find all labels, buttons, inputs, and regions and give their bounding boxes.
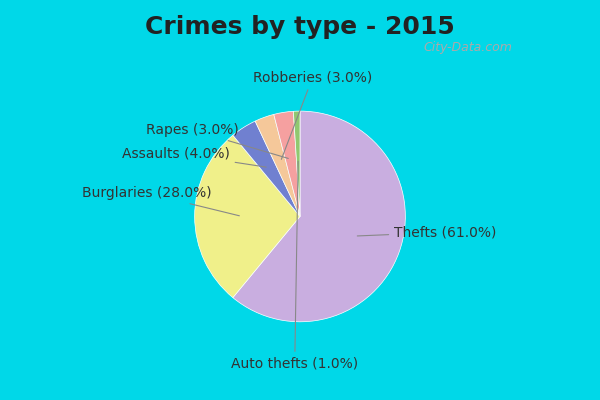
- Text: Assaults (4.0%): Assaults (4.0%): [122, 146, 266, 167]
- Text: City-Data.com: City-Data.com: [424, 42, 512, 54]
- Text: Thefts (61.0%): Thefts (61.0%): [357, 225, 497, 239]
- Wedge shape: [255, 114, 300, 216]
- Wedge shape: [274, 111, 300, 216]
- Wedge shape: [293, 111, 300, 216]
- Text: Burglaries (28.0%): Burglaries (28.0%): [82, 186, 239, 216]
- Wedge shape: [233, 121, 300, 216]
- Text: Robberies (3.0%): Robberies (3.0%): [253, 70, 372, 159]
- Text: Auto thefts (1.0%): Auto thefts (1.0%): [231, 161, 358, 371]
- Text: Rapes (3.0%): Rapes (3.0%): [146, 123, 288, 158]
- Title: Crimes by type - 2015: Crimes by type - 2015: [145, 15, 455, 39]
- Wedge shape: [233, 111, 406, 322]
- Wedge shape: [194, 135, 300, 298]
